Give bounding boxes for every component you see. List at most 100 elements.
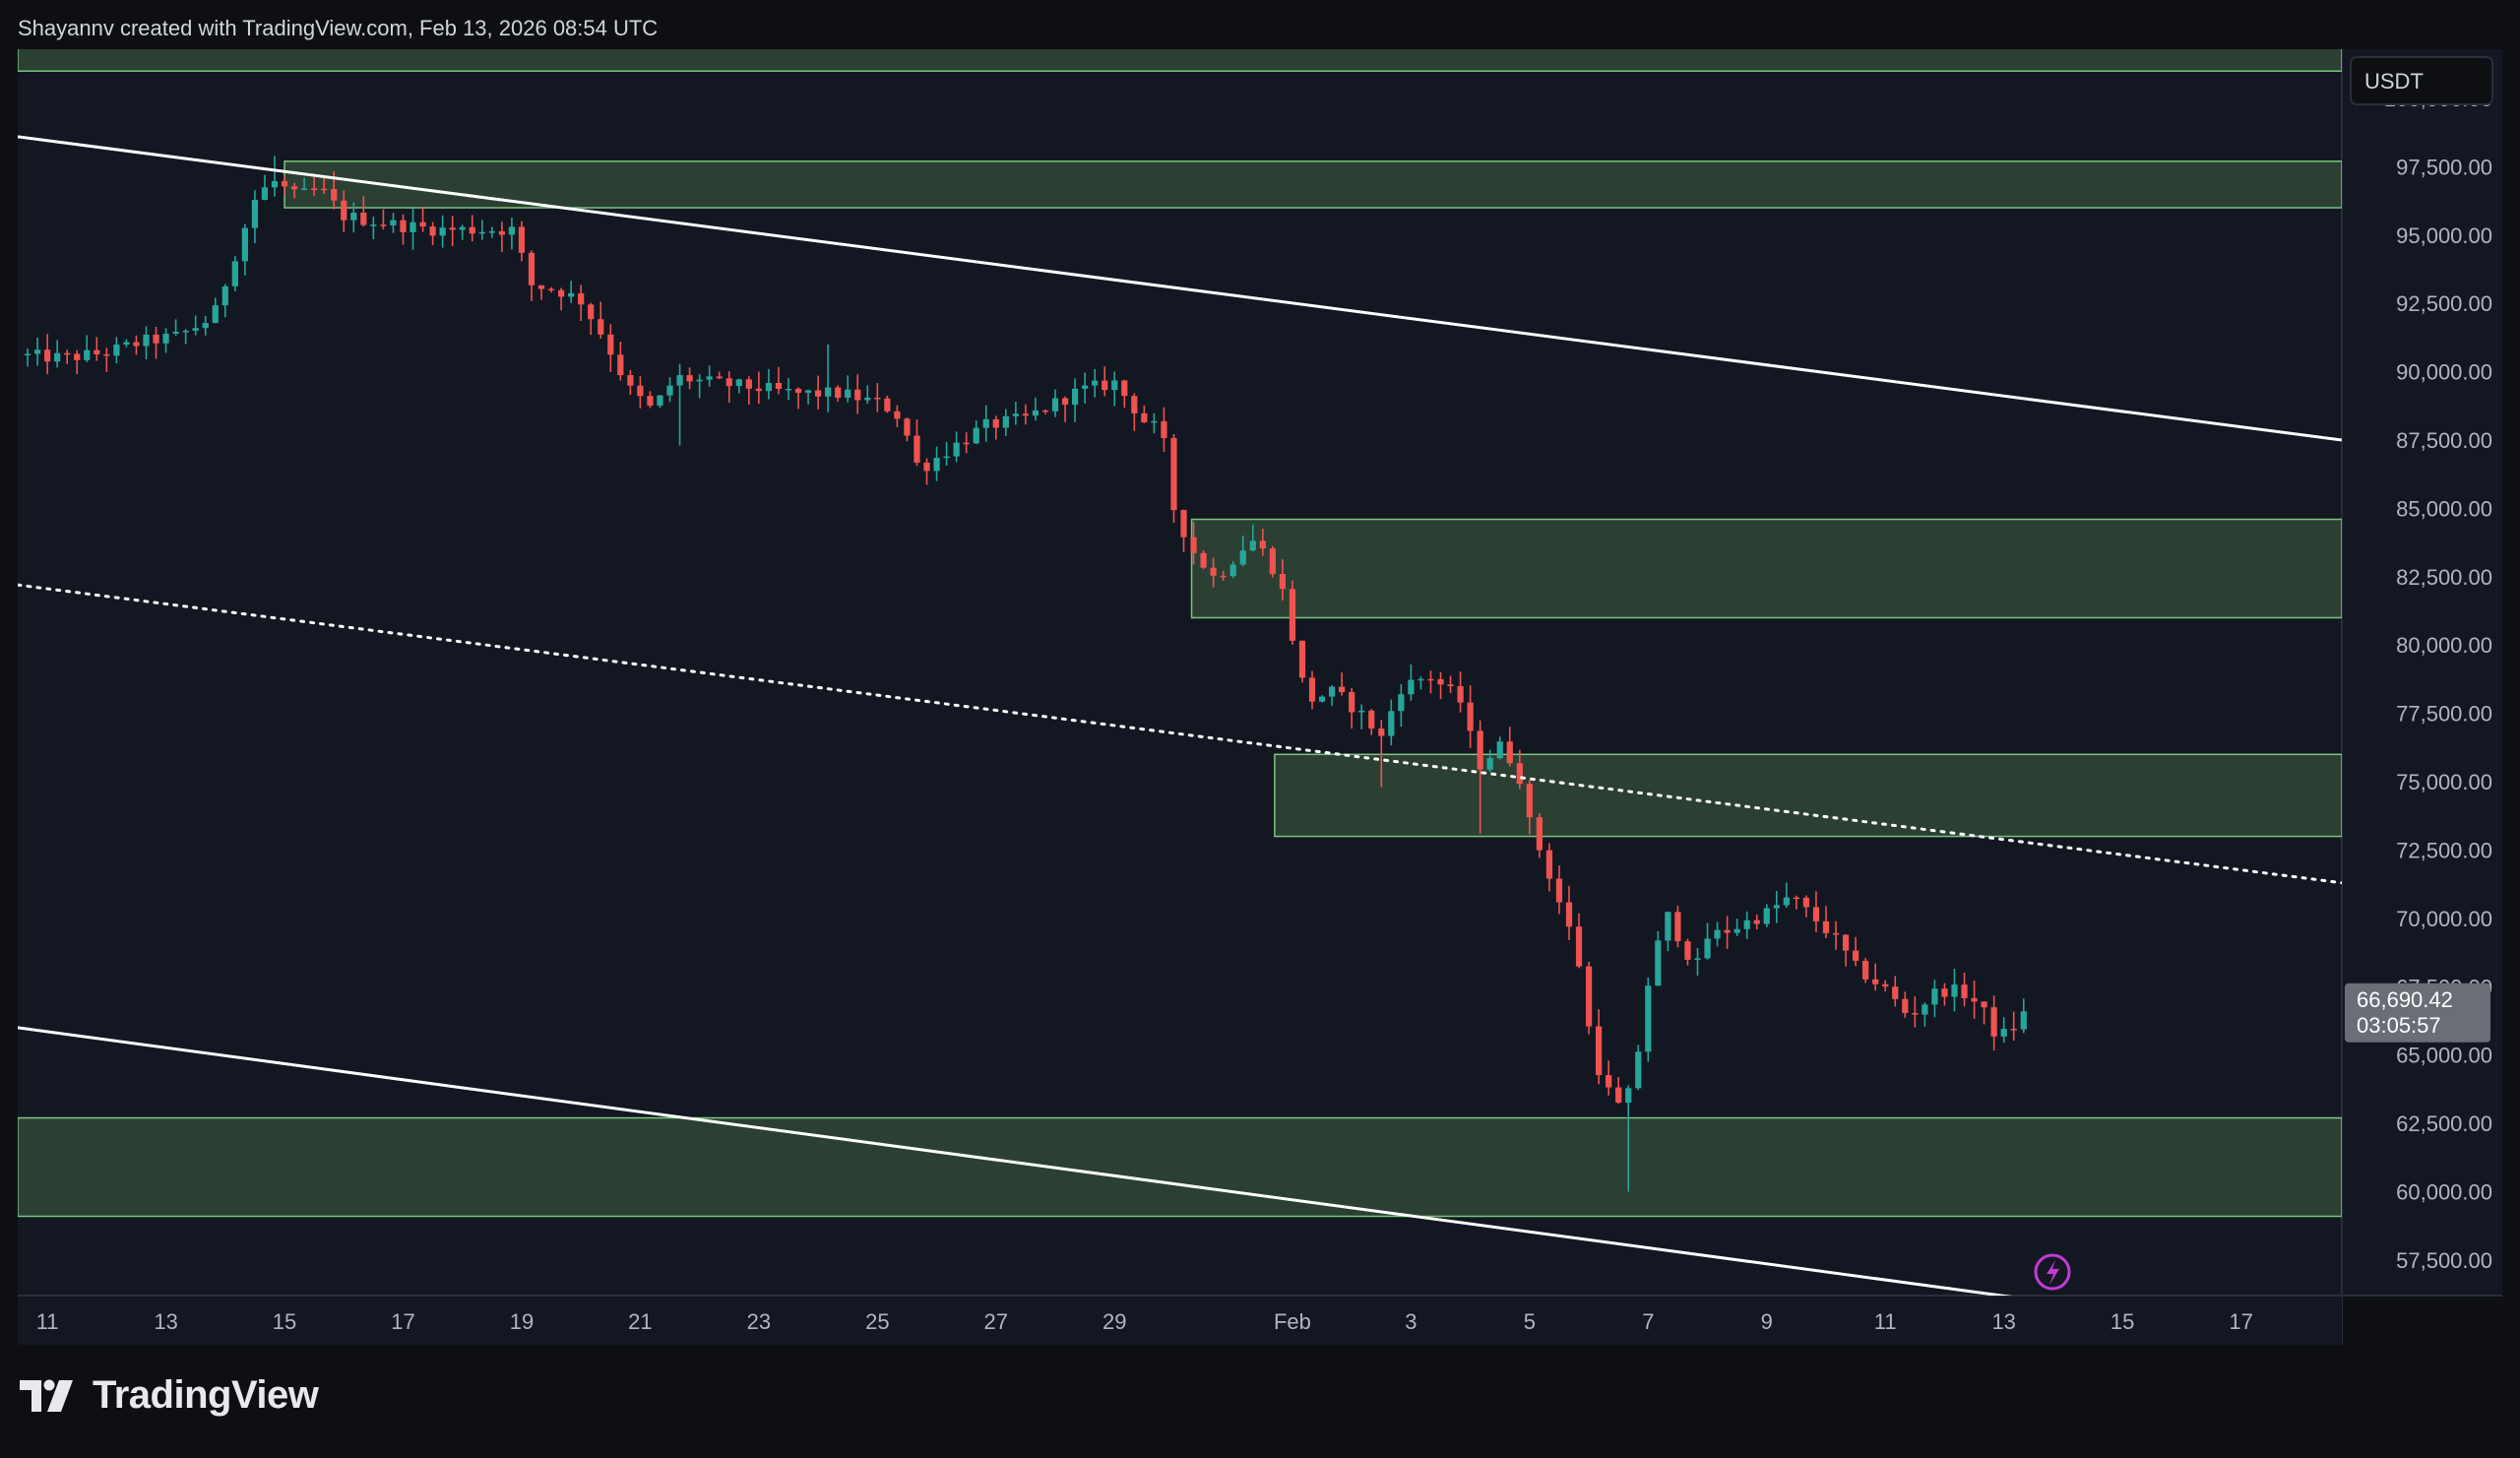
candle-91 <box>923 458 930 485</box>
candle-body <box>113 344 120 356</box>
candle-body <box>775 382 783 389</box>
x-tick-label: 9 <box>1761 1309 1773 1334</box>
candle-body <box>1606 1075 1612 1088</box>
candle-129 <box>1298 640 1306 683</box>
candle-107 <box>1082 372 1089 404</box>
plot-area[interactable] <box>18 49 2342 1296</box>
candle-body <box>1655 940 1662 986</box>
candle-119 <box>1200 550 1207 570</box>
candle-body <box>1457 685 1464 703</box>
candle-173 <box>1733 918 1740 936</box>
candle-135 <box>1358 704 1365 729</box>
candle-body <box>1279 574 1287 590</box>
candle-201 <box>2010 1011 2017 1042</box>
y-tick-label: 82,500.00 <box>2396 565 2492 590</box>
candle-94 <box>953 431 960 463</box>
candle-110 <box>1111 371 1118 407</box>
candle-body <box>547 288 555 291</box>
lightning-icon[interactable] <box>2034 1253 2071 1291</box>
candle-body <box>439 227 446 236</box>
candle-body <box>804 390 812 393</box>
candle-155 <box>1555 865 1563 915</box>
channel-trendline-1[interactable] <box>18 1026 2022 1299</box>
candle-66 <box>676 363 683 446</box>
zone-1 <box>284 160 2342 209</box>
candle-90 <box>914 419 920 467</box>
candle-body <box>617 354 624 376</box>
candle-199 <box>1990 995 1997 1051</box>
candle-64 <box>657 395 663 409</box>
price-axis-labels: 57,500.0060,000.0062,500.0065,000.0067,5… <box>2384 87 2492 1273</box>
candle-170 <box>1704 922 1711 960</box>
candle-39 <box>410 208 416 250</box>
candle-body <box>1922 1004 1928 1015</box>
candle-1 <box>33 337 41 366</box>
y-tick-label: 92,500.00 <box>2396 291 2492 316</box>
candle-162 <box>1625 1085 1632 1192</box>
candle-115 <box>1161 407 1167 452</box>
candle-137 <box>1378 720 1385 788</box>
candle-37 <box>390 213 397 233</box>
candle-body <box>1645 985 1652 1052</box>
candle-body <box>725 378 732 387</box>
candle-179 <box>1793 895 1799 910</box>
candle-body <box>300 188 308 191</box>
candle-body <box>64 352 71 355</box>
candle-body <box>1102 380 1108 391</box>
candle-40 <box>419 207 426 232</box>
candle-114 <box>1151 412 1158 434</box>
candle-body <box>864 397 871 401</box>
candle-16 <box>182 329 189 345</box>
candle-body <box>1862 960 1869 980</box>
candle-88 <box>894 405 901 427</box>
candle-144 <box>1447 675 1454 693</box>
price-axis-panel[interactable] <box>2342 49 2502 1296</box>
candle-body <box>706 376 713 380</box>
candle-36 <box>380 209 387 230</box>
candle-body <box>1259 540 1266 549</box>
candle-202 <box>2020 998 2027 1034</box>
tradingview-brand[interactable]: TradingView <box>20 1373 319 1418</box>
candle-body <box>1111 380 1118 391</box>
x-tick-label: 17 <box>391 1309 414 1334</box>
candle-body <box>172 332 179 334</box>
dotted-midline-2[interactable] <box>18 583 2342 885</box>
candle-25 <box>271 156 279 197</box>
candle-body <box>1082 385 1089 389</box>
candle-body <box>1635 1051 1642 1089</box>
candle-body <box>1585 966 1593 1027</box>
x-tick-label: 19 <box>510 1309 534 1334</box>
candle-93 <box>943 441 950 466</box>
candle-body <box>1763 908 1770 924</box>
candle-172 <box>1724 916 1731 950</box>
candle-121 <box>1220 570 1227 581</box>
candle-11 <box>133 335 140 355</box>
candle-body <box>1912 1013 1919 1015</box>
candle-109 <box>1102 366 1108 397</box>
candle-27 <box>290 182 298 199</box>
candle-body <box>1269 548 1276 575</box>
candle-body <box>1596 1026 1603 1076</box>
candle-178 <box>1783 882 1790 909</box>
candle-body <box>33 349 41 354</box>
candle-154 <box>1545 843 1553 892</box>
candle-body <box>1882 983 1889 987</box>
candle-body <box>874 397 881 400</box>
candle-145 <box>1457 671 1464 713</box>
candle-body <box>1427 678 1434 681</box>
candle-99 <box>1002 409 1009 436</box>
currency-button[interactable]: USDT <box>2350 56 2493 105</box>
zone-2 <box>1190 518 2342 619</box>
candle-143 <box>1437 671 1444 700</box>
candle-160 <box>1606 1060 1612 1096</box>
candle-146 <box>1467 685 1474 748</box>
current-price-badge[interactable]: 66,690.42 03:05:57 <box>2345 983 2490 1043</box>
candle-87 <box>884 395 891 413</box>
y-tick-label: 70,000.00 <box>2396 907 2492 931</box>
channel-trendline-0[interactable] <box>18 135 2342 442</box>
candle-47 <box>488 226 495 238</box>
candle-58 <box>598 301 604 339</box>
time-axis-panel[interactable] <box>18 1296 2342 1345</box>
candle-body <box>74 353 81 360</box>
